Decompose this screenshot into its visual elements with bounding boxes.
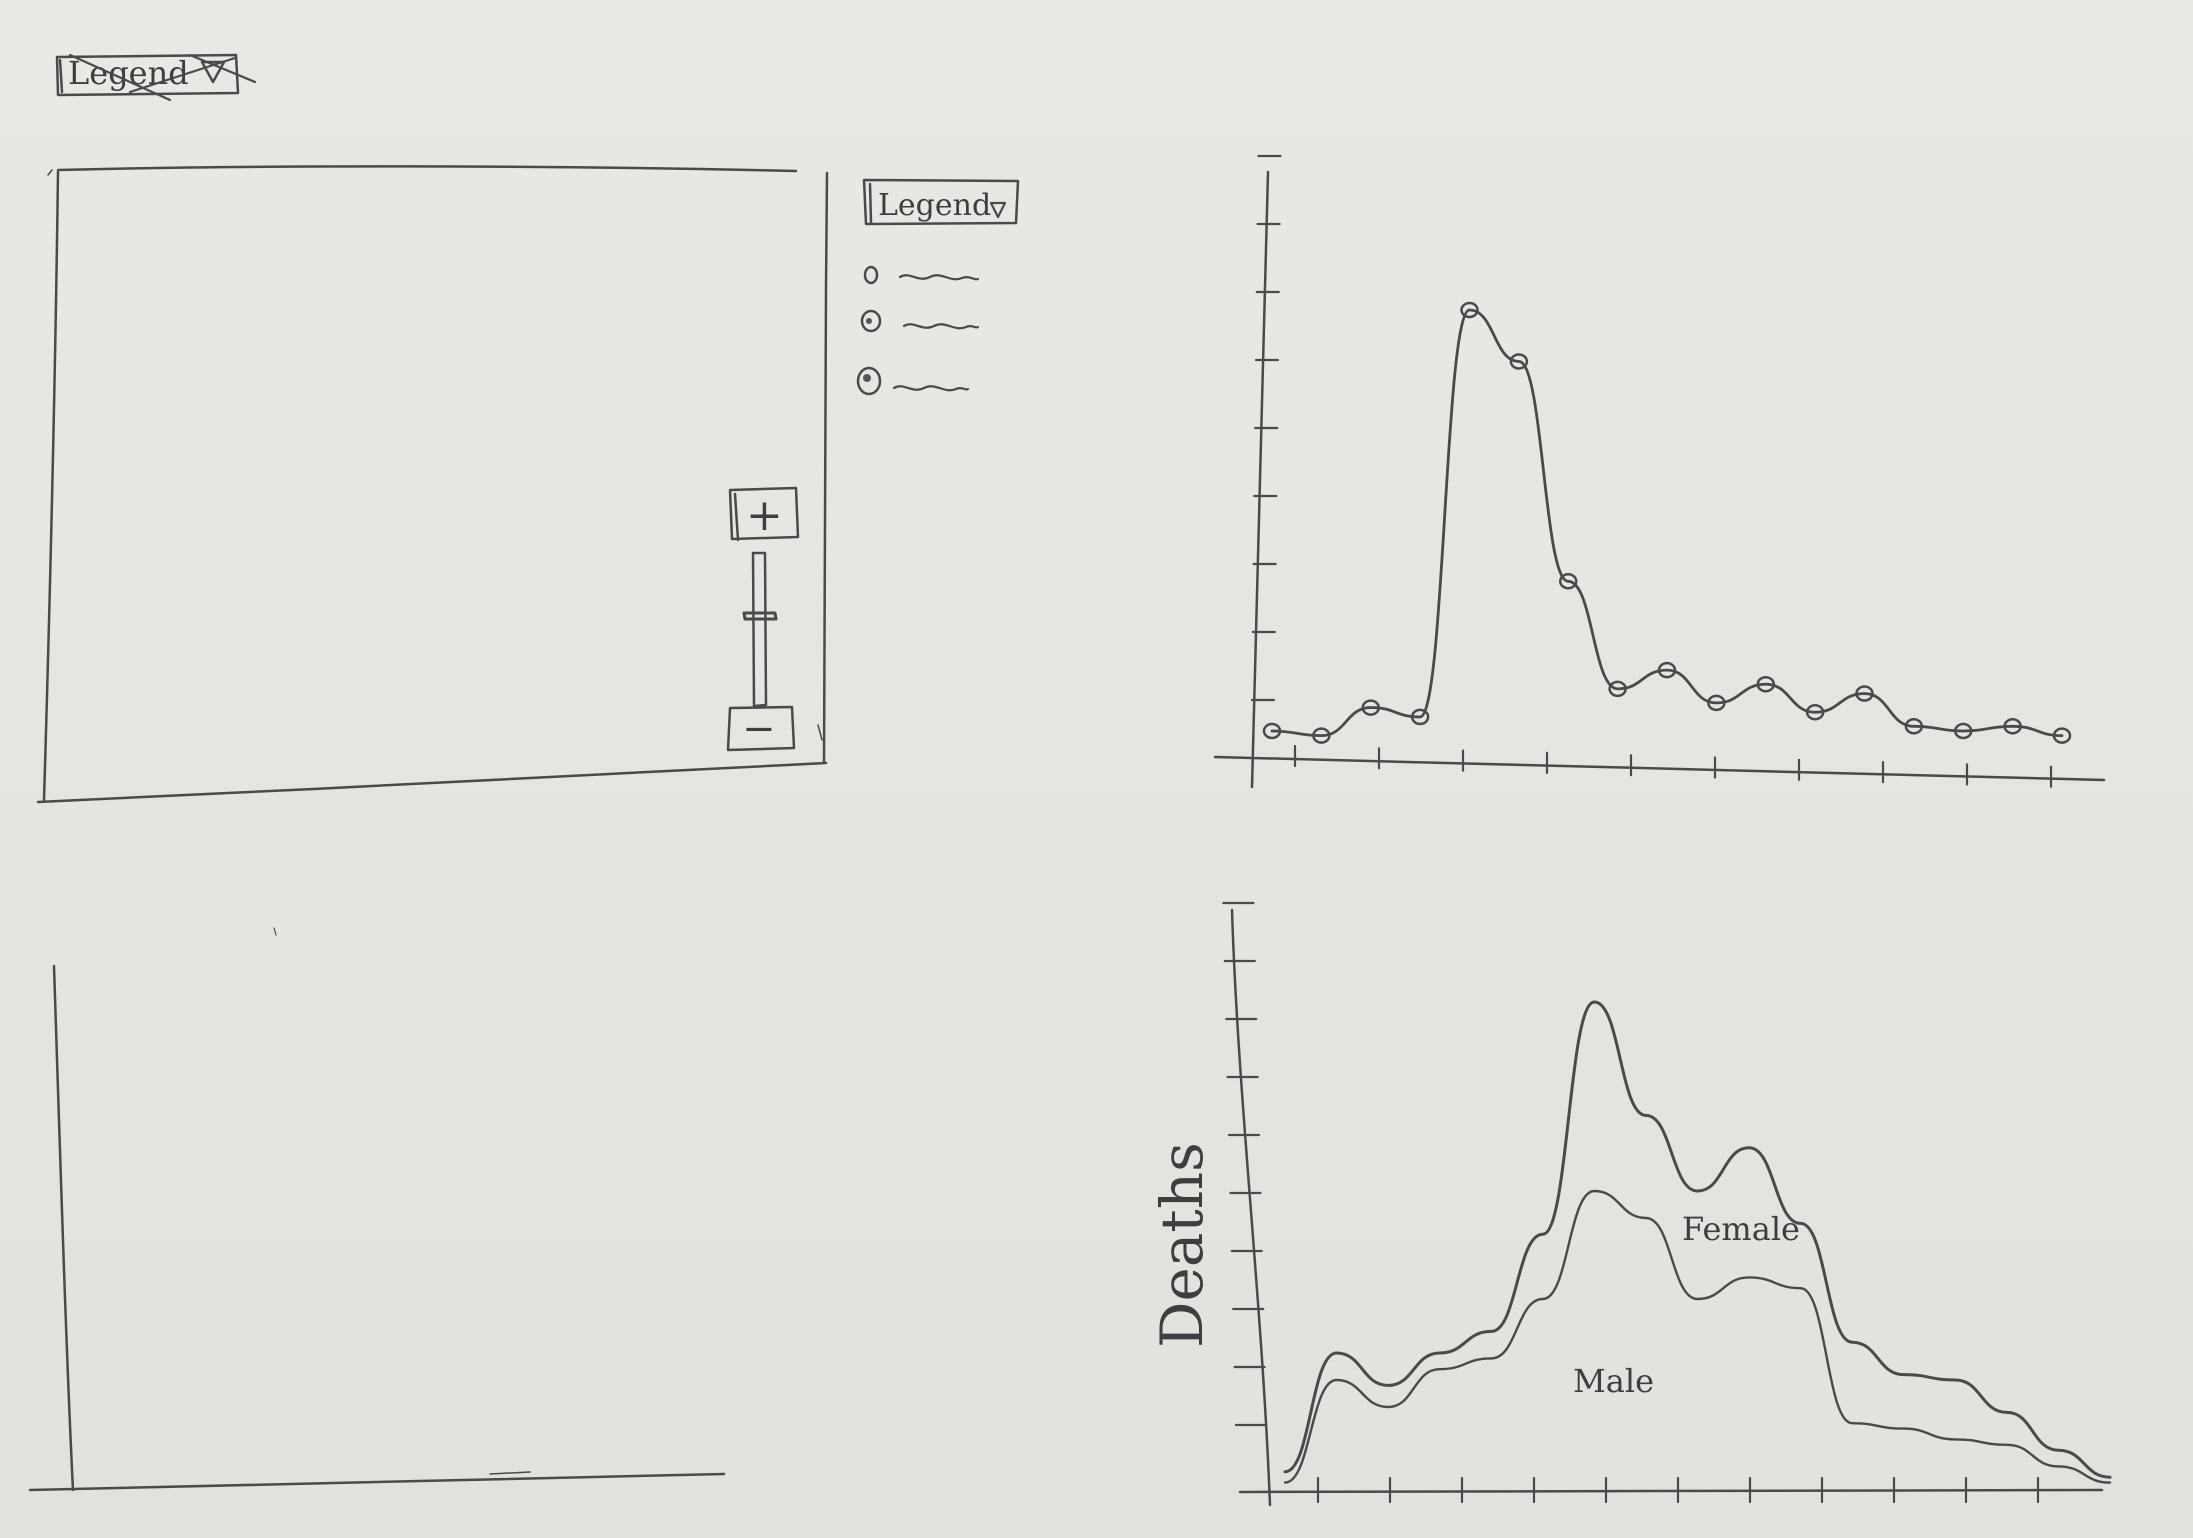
line-chart-point-17 xyxy=(2052,727,2072,744)
line-chart-point-1 xyxy=(1262,722,1282,740)
series-label-male: Male xyxy=(1573,1362,1654,1400)
area-series-male-line xyxy=(1283,1189,2112,1484)
empty-chart-y-axis xyxy=(52,964,75,1492)
triangle-down-icon xyxy=(200,60,226,84)
empty-chart-x-axis xyxy=(28,1472,726,1492)
area-chart-y-label: Deaths xyxy=(1148,1142,1216,1348)
line-chart-point-3 xyxy=(1361,699,1380,716)
line-chart-point-12 xyxy=(1805,704,1825,721)
cross-out-strike xyxy=(68,53,257,102)
line-chart-point-10 xyxy=(1707,694,1726,712)
area-chart-y-axis xyxy=(1230,908,1272,1507)
map-legend-list xyxy=(856,265,980,396)
zoom-slider-handle[interactable] xyxy=(742,611,778,621)
zoom-out-button[interactable]: − xyxy=(726,705,796,752)
line-chart-point-4 xyxy=(1410,708,1430,726)
map-panel[interactable] xyxy=(36,165,829,804)
legend-item-text-squiggle xyxy=(902,323,980,330)
legend-item-text-squiggle xyxy=(892,385,970,392)
legend-item-small xyxy=(863,265,980,285)
line-chart-point-11 xyxy=(1756,675,1775,693)
legend-item-medium xyxy=(860,309,980,333)
line-chart-point-5 xyxy=(1460,301,1479,319)
line-chart-y-ticks xyxy=(1250,154,1282,702)
map-legend-dropdown[interactable]: Legend xyxy=(862,178,1020,226)
medium-circle-icon xyxy=(860,309,882,333)
zoom-slider[interactable] xyxy=(742,551,778,708)
line-chart-point-14 xyxy=(1904,718,1924,735)
legend-item-large xyxy=(856,366,970,396)
zoom-minus-label: − xyxy=(742,706,776,752)
area-chart-y-ticks xyxy=(1222,901,1268,1427)
line-chart-point-8 xyxy=(1608,680,1627,698)
top-legend-label: Legend xyxy=(68,54,189,92)
area-series-female-line xyxy=(1283,1000,2112,1479)
line-chart-point-6 xyxy=(1509,353,1529,370)
line-chart-point-9 xyxy=(1657,661,1677,679)
top-legend-dropdown[interactable]: Legend xyxy=(55,53,257,102)
line-chart-points xyxy=(1262,301,2072,744)
area-chart-x-axis xyxy=(1238,1488,2104,1494)
line-chart-point-16 xyxy=(2003,718,2022,735)
zoom-plus-label: + xyxy=(746,490,783,541)
line-chart-point-2 xyxy=(1312,727,1331,744)
zoom-in-button[interactable]: + xyxy=(728,486,800,542)
line-chart-point-15 xyxy=(1954,722,1973,740)
zoom-control[interactable]: + − xyxy=(726,486,800,752)
line-chart xyxy=(1213,154,2106,789)
area-chart: Male Female Deaths xyxy=(1148,901,2112,1507)
small-circle-icon xyxy=(863,265,879,285)
series-label-female: Female xyxy=(1682,1210,1800,1248)
area-chart-x-ticks xyxy=(1316,1476,2040,1504)
line-chart-point-7 xyxy=(1559,573,1578,590)
line-chart-series-line xyxy=(1270,308,2064,738)
line-chart-x-axis xyxy=(1213,755,2106,782)
line-chart-y-axis xyxy=(1250,170,1270,789)
line-chart-point-13 xyxy=(1855,685,1874,702)
legend-item-text-squiggle xyxy=(898,274,980,281)
map-legend-label: Legend xyxy=(878,188,991,223)
large-circle-icon xyxy=(856,366,882,396)
line-chart-x-ticks xyxy=(1293,744,2053,788)
empty-chart-panel xyxy=(28,927,726,1492)
triangle-down-icon xyxy=(989,201,1007,219)
